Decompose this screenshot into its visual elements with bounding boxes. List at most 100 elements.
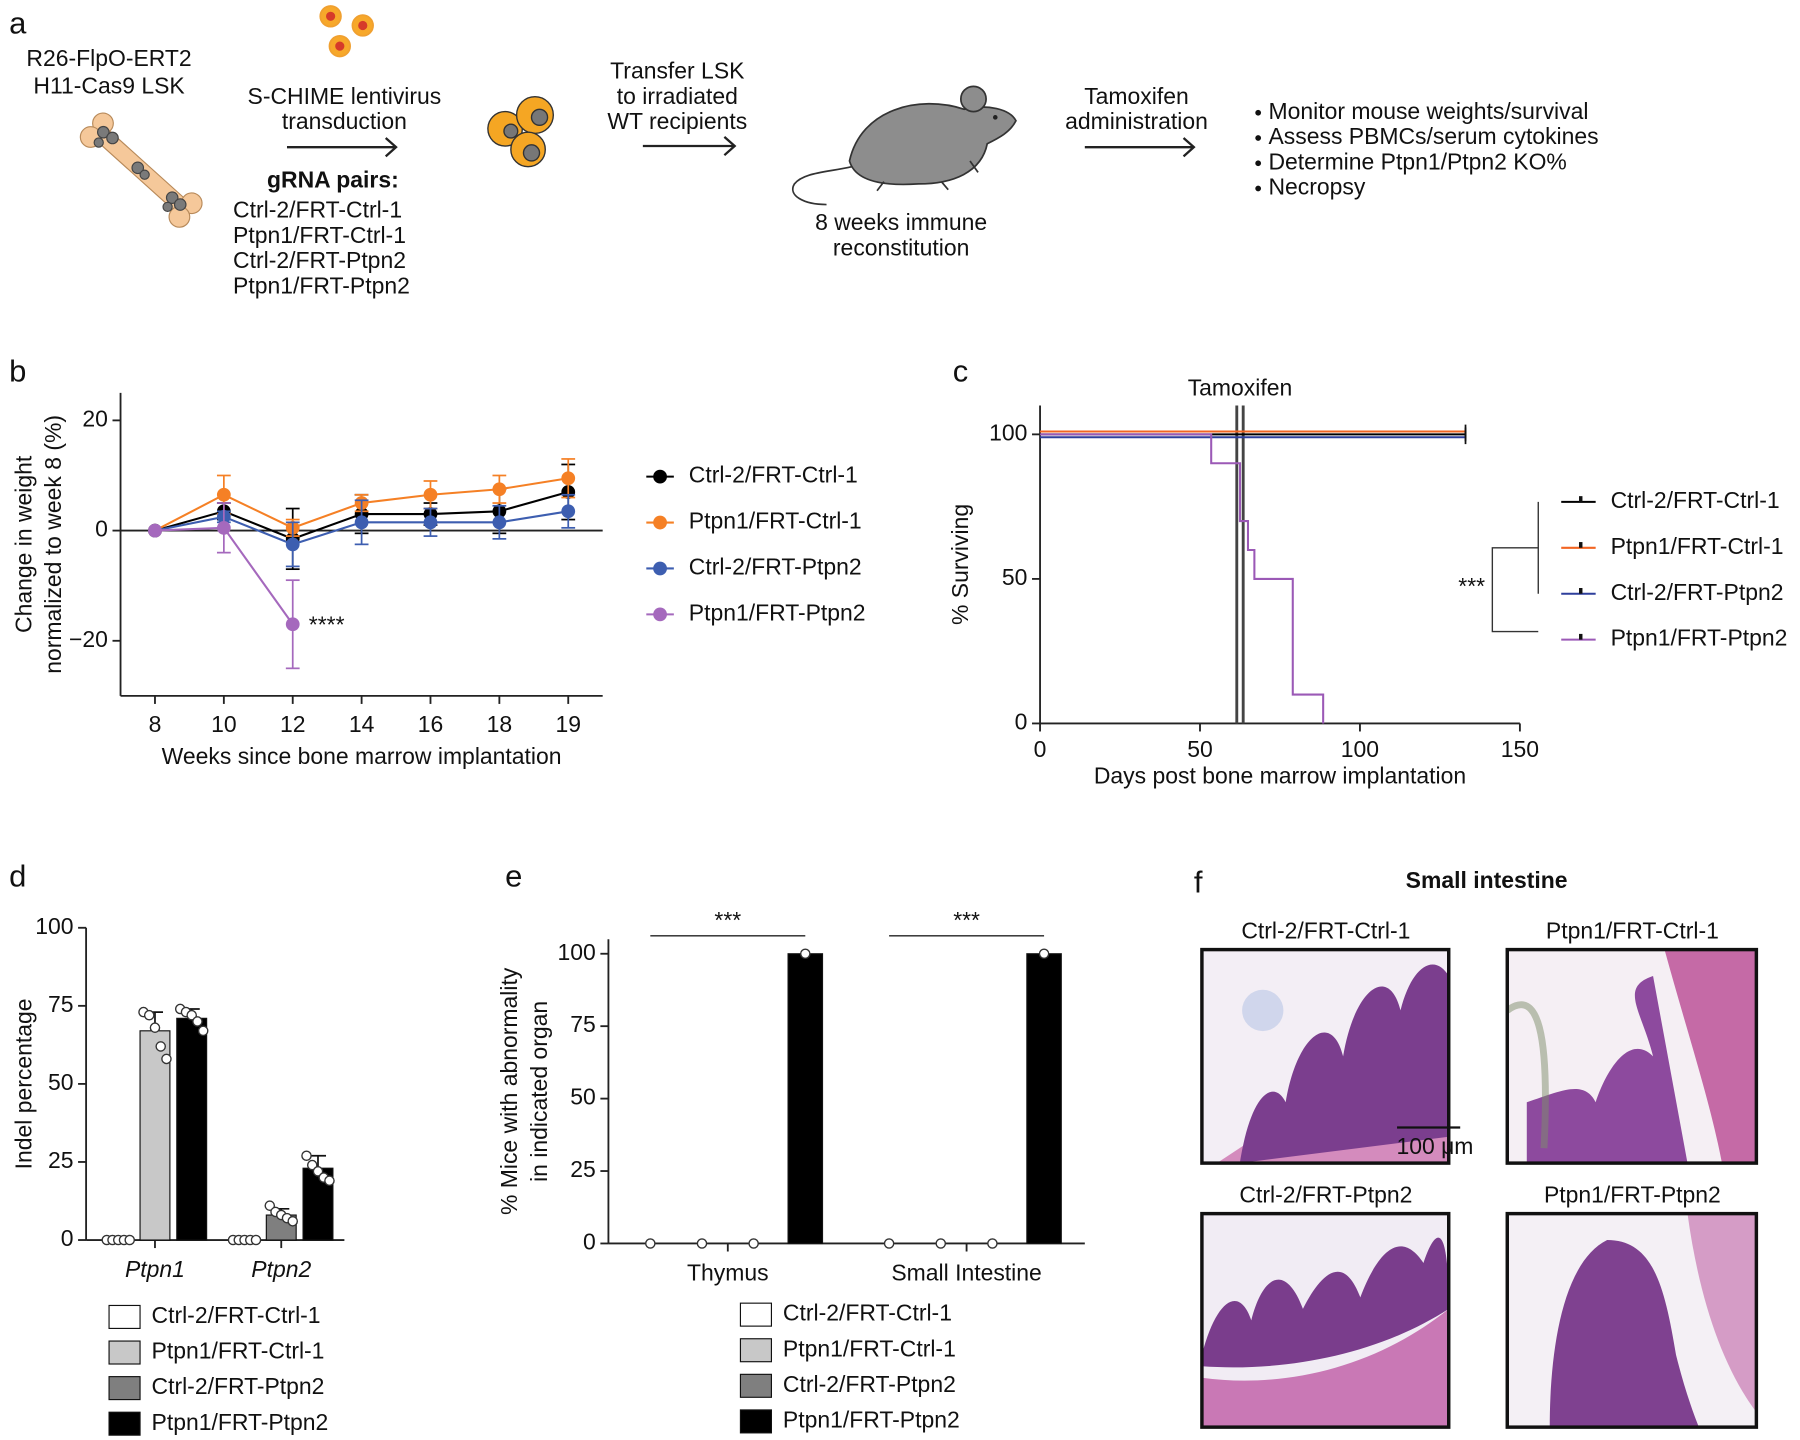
panel-label: b bbox=[9, 354, 26, 389]
data-point bbox=[149, 1022, 161, 1033]
legend-label: Ctrl-2/FRT-Ctrl-1 bbox=[689, 462, 858, 488]
panel-label: e bbox=[505, 859, 522, 894]
y-tick-label: 100 bbox=[558, 939, 596, 965]
data-point bbox=[301, 1150, 312, 1161]
data-point bbox=[161, 1053, 172, 1065]
legend-label: Ctrl-2/FRT-Ptpn2 bbox=[783, 1371, 956, 1397]
legend-swatch bbox=[108, 1376, 141, 1401]
x-tick-label: 50 bbox=[1187, 736, 1213, 762]
histology-image bbox=[1201, 1213, 1449, 1428]
bar bbox=[1026, 953, 1062, 1245]
legend-label: Ctrl-2/FRT-Ptpn2 bbox=[689, 554, 862, 580]
histology-image bbox=[1507, 1213, 1757, 1428]
data-point bbox=[155, 1041, 166, 1052]
panel-label: c bbox=[953, 354, 968, 389]
bar bbox=[787, 953, 824, 1245]
image-label: Ptpn1/FRT-Ctrl-1 bbox=[1546, 917, 1719, 943]
significance: *** bbox=[1458, 573, 1485, 599]
data-point bbox=[250, 1234, 262, 1246]
mouse-illustration bbox=[791, 85, 1017, 206]
scale-bar-label: 100 μm bbox=[1396, 1133, 1473, 1159]
x-tick-label: Ptpn2 bbox=[251, 1256, 311, 1282]
data-point bbox=[935, 1238, 947, 1249]
data-point bbox=[645, 1238, 656, 1249]
grna-pair: Ctrl-2/FRT-Ptpn2 bbox=[233, 247, 406, 273]
reconstitution-label: 8 weeks immune bbox=[815, 209, 987, 235]
x-tick-label: 150 bbox=[1501, 736, 1539, 762]
y-tick-label: 100 bbox=[35, 913, 73, 939]
image-label: Ctrl-2/FRT-Ptpn2 bbox=[1239, 1181, 1412, 1207]
x-tick-label: 16 bbox=[418, 711, 444, 737]
y-tick-label: 20 bbox=[82, 405, 108, 431]
grna-pair: Ctrl-2/FRT-Ctrl-1 bbox=[233, 197, 402, 223]
transfer-label: WT recipients bbox=[607, 108, 747, 134]
bullet bbox=[1255, 109, 1262, 116]
transduction-label: S-CHIME lentivirus bbox=[248, 83, 442, 109]
x-tick-label: Small Intestine bbox=[891, 1260, 1041, 1286]
transduction-label: transduction bbox=[282, 108, 407, 134]
panel-f-title: Small intestine bbox=[1406, 867, 1568, 893]
bullet bbox=[1255, 135, 1262, 141]
legend-label: Ptpn1/FRT-Ptpn2 bbox=[1611, 625, 1788, 651]
legend-label: Ptpn1/FRT-Ptpn2 bbox=[689, 599, 866, 625]
x-tick-label: Ptpn1 bbox=[125, 1256, 185, 1282]
y-axis-label: % Surviving bbox=[947, 504, 973, 625]
data-point bbox=[561, 504, 576, 519]
y-tick-label: 25 bbox=[48, 1147, 74, 1173]
y-axis-label: normalized to week 8 (%) bbox=[40, 415, 66, 674]
cell-illustration bbox=[487, 95, 555, 168]
panel-label: a bbox=[9, 6, 27, 41]
legend-label: Ptpn1/FRT-Ptpn2 bbox=[783, 1406, 960, 1432]
bullet bbox=[1255, 160, 1262, 167]
grna-title: gRNA pairs: bbox=[267, 167, 399, 193]
legend-swatch bbox=[739, 1409, 773, 1434]
virus-illustration bbox=[319, 5, 374, 58]
data-point bbox=[197, 1025, 209, 1037]
x-tick-label: 100 bbox=[1341, 736, 1379, 762]
data-point bbox=[987, 1238, 998, 1249]
y-tick-label: 25 bbox=[570, 1156, 596, 1182]
bar bbox=[139, 1030, 171, 1241]
x-tick-label: 19 bbox=[555, 711, 581, 737]
grna-pair: Ptpn1/FRT-Ptpn2 bbox=[233, 272, 410, 298]
y-axis-label: Indel percentage bbox=[10, 998, 36, 1169]
histology-image bbox=[1201, 949, 1449, 1164]
data-point bbox=[492, 515, 507, 530]
x-tick-label: 12 bbox=[280, 711, 306, 737]
image-label: Ctrl-2/FRT-Ctrl-1 bbox=[1241, 917, 1410, 943]
legend-label: Ptpn1/FRT-Ptpn2 bbox=[152, 1409, 329, 1435]
data-point bbox=[423, 515, 438, 530]
legend-label: Ptpn1/FRT-Ctrl-1 bbox=[152, 1338, 325, 1364]
data-point bbox=[1038, 948, 1050, 960]
data-point bbox=[148, 523, 162, 538]
legend-marker bbox=[653, 515, 667, 530]
legend-swatch bbox=[108, 1411, 141, 1436]
significance-bracket bbox=[1491, 501, 1539, 633]
data-point bbox=[561, 471, 576, 486]
data-point bbox=[287, 1216, 299, 1227]
donor-label: H11-Cas9 LSK bbox=[33, 73, 185, 99]
x-tick-label: 0 bbox=[1034, 736, 1047, 762]
y-axis-label: % Mice with abnormality bbox=[496, 967, 522, 1215]
x-tick-label: 10 bbox=[211, 711, 237, 737]
data-point bbox=[216, 520, 231, 535]
legend-label: Ctrl-2/FRT-Ptpn2 bbox=[152, 1373, 325, 1399]
legend-label: Ptpn1/FRT-Ctrl-1 bbox=[689, 508, 862, 534]
data-point bbox=[423, 487, 438, 502]
transfer-label: to irradiated bbox=[617, 83, 738, 109]
panel-label: f bbox=[1194, 864, 1203, 899]
image-label: Ptpn1/FRT-Ptpn2 bbox=[1544, 1181, 1721, 1207]
y-tick-label: 0 bbox=[583, 1229, 596, 1255]
legend-marker bbox=[653, 607, 667, 622]
legend-swatch bbox=[739, 1373, 773, 1398]
data-point bbox=[143, 1009, 155, 1021]
bar bbox=[176, 1017, 208, 1241]
legend-swatch bbox=[739, 1302, 773, 1327]
data-point bbox=[285, 537, 300, 552]
significance: *** bbox=[953, 907, 980, 933]
y-tick-label: 75 bbox=[570, 1011, 596, 1037]
data-point bbox=[324, 1175, 335, 1186]
data-point bbox=[285, 617, 300, 632]
data-point bbox=[748, 1238, 759, 1249]
x-axis-label: Days post bone marrow implantation bbox=[1094, 762, 1466, 788]
